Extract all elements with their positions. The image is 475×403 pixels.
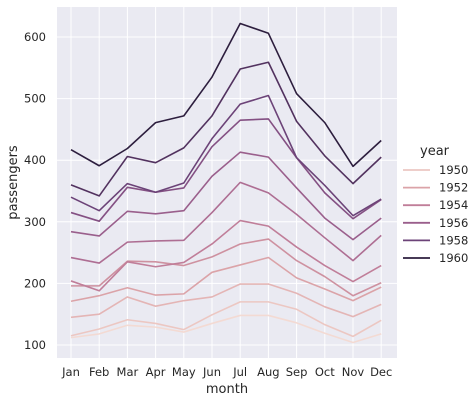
- series-line-1957: [70, 118, 382, 222]
- y-axis-label: passengers: [6, 145, 21, 220]
- series-line-1955: [70, 181, 382, 264]
- legend-label: 1956: [439, 216, 468, 230]
- x-axis-label: month: [206, 382, 248, 397]
- series-line-1952: [70, 256, 382, 303]
- y-tick-label: 300: [24, 215, 46, 229]
- x-tick-label: Apr: [146, 365, 166, 379]
- series-line-1954: [70, 219, 382, 292]
- x-tick-label: Feb: [89, 365, 109, 379]
- plot-area: [57, 7, 397, 358]
- y-tick-label: 600: [24, 30, 46, 44]
- legend-label: 1954: [439, 198, 468, 212]
- x-tick-label: Jan: [61, 365, 80, 379]
- legend-label: 1958: [439, 233, 468, 247]
- y-tick-label: 100: [24, 338, 46, 352]
- legend-title: year: [420, 144, 450, 159]
- legend-label: 1950: [439, 163, 468, 177]
- series-line-1953: [71, 238, 382, 297]
- x-tick-label: Aug: [257, 365, 279, 379]
- x-tick-label: May: [172, 365, 196, 379]
- y-tick-label: 500: [24, 92, 46, 106]
- legend-label: 1960: [439, 251, 468, 265]
- series-line-1960: [70, 22, 382, 168]
- x-tick-label: Mar: [117, 365, 139, 379]
- x-tick-label: Jun: [202, 365, 221, 379]
- x-tick-label: Dec: [370, 365, 392, 379]
- legend: year 1950 1952 1954 1956 1958 1960: [403, 144, 468, 265]
- y-tick-labels: 100 200 300 400 500 600: [24, 30, 46, 352]
- series-line-1958: [70, 94, 382, 217]
- y-tick-label: 200: [24, 276, 46, 290]
- series-line-1949: [70, 314, 382, 344]
- x-tick-labels: Jan Feb Mar Apr May Jun Jul Aug Sep Oct Nov Dec: [61, 365, 392, 379]
- x-tick-label: Jul: [232, 365, 247, 379]
- series-line-1951: [70, 283, 382, 319]
- series-line-1959: [70, 61, 382, 197]
- x-tick-label: Sep: [286, 365, 308, 379]
- series-lines: [70, 22, 382, 344]
- series-line-1956: [70, 151, 382, 241]
- x-tick-label: Nov: [342, 365, 365, 379]
- series-line-1950: [70, 301, 382, 338]
- x-tick-label: Oct: [315, 365, 335, 379]
- legend-label: 1952: [439, 181, 468, 195]
- y-tick-label: 400: [24, 153, 46, 167]
